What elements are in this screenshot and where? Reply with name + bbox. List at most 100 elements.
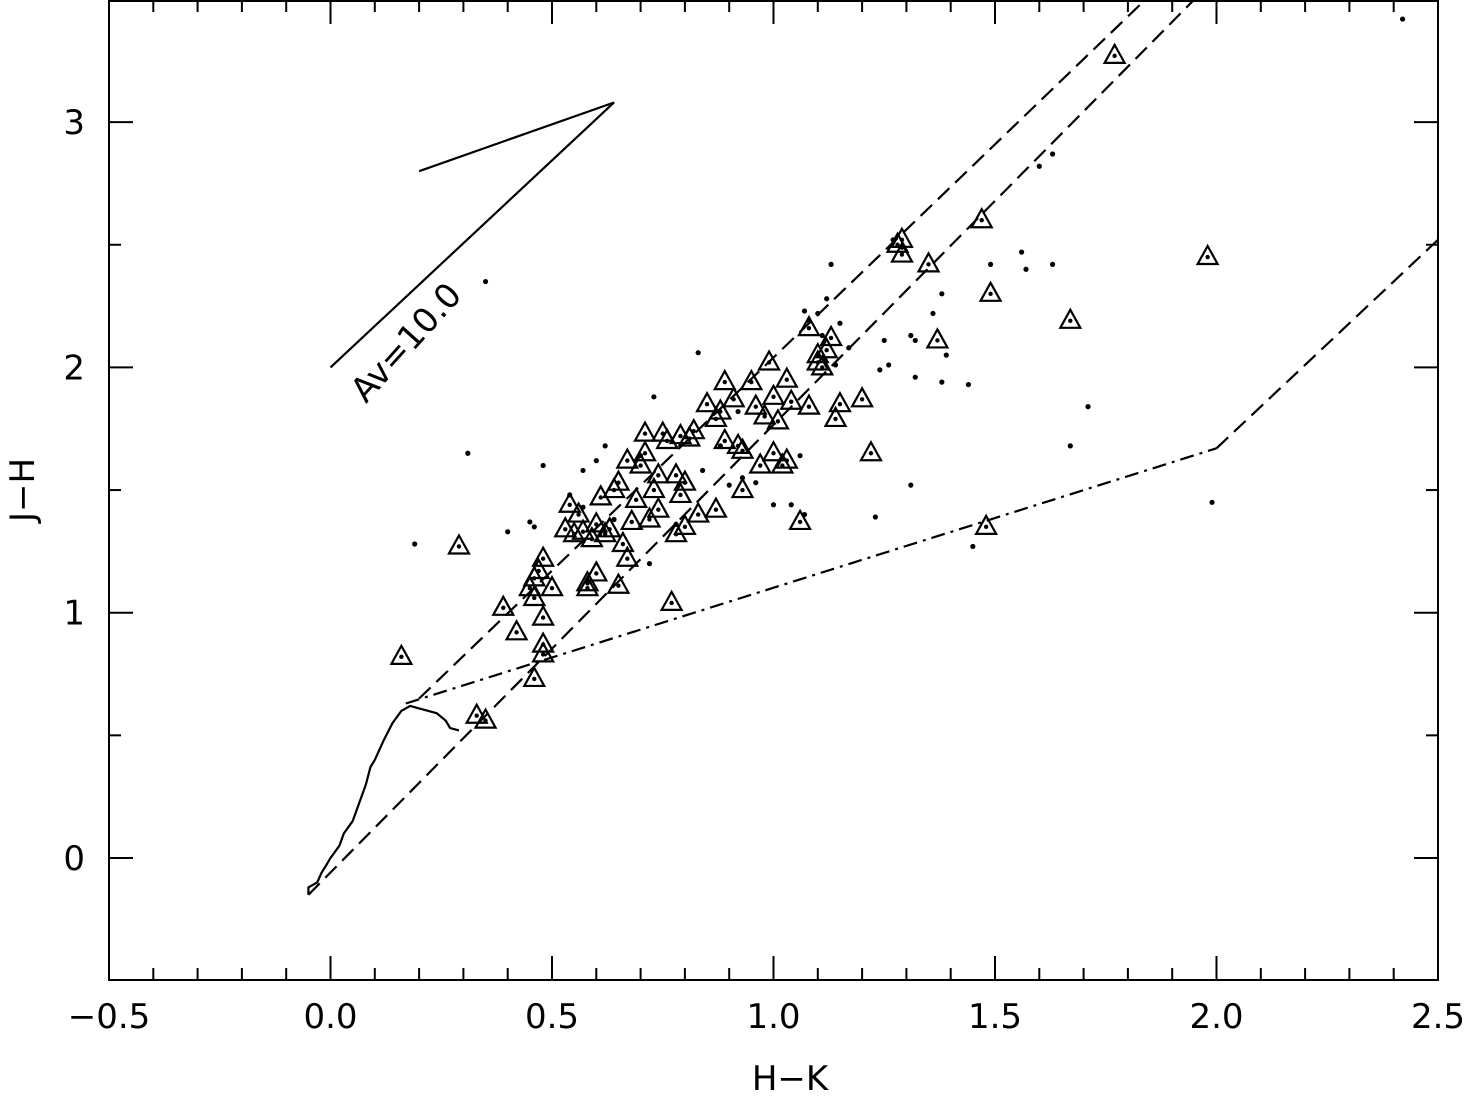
dot-marker: [602, 443, 608, 449]
triangle-center-dot: [784, 377, 789, 382]
triangle-center-dot: [651, 487, 657, 493]
triangle-marker: [531, 641, 556, 663]
triangle-center-dot: [691, 428, 696, 434]
dot-marker: [412, 541, 418, 547]
triangle-center-dot: [563, 527, 568, 532]
triangle-center-dot: [1068, 318, 1073, 323]
triangle-marker: [761, 439, 786, 462]
x-tick-label: 2.0: [1189, 997, 1243, 1037]
triangle-marker: [664, 520, 688, 543]
triangle-center-dot: [598, 495, 603, 500]
triangle-center-dot: [633, 497, 639, 503]
triangle-center-dot: [620, 541, 626, 547]
triangle-marker: [504, 619, 529, 641]
triangle-marker: [748, 452, 773, 474]
triangle-center-dot: [753, 404, 758, 409]
triangle-center-dot: [731, 397, 736, 402]
x-tick-label: 0.5: [525, 997, 579, 1037]
triangle-marker: [721, 386, 746, 408]
triangle-marker: [859, 439, 883, 462]
triangle-marker: [659, 589, 684, 611]
dot-marker: [753, 480, 759, 486]
triangle-center-dot: [837, 401, 843, 407]
dot-marker: [700, 467, 706, 474]
triangle-center-dot: [983, 524, 989, 530]
triangle-marker: [531, 631, 556, 653]
triangle-center-dot: [585, 581, 590, 586]
triangle-marker: [664, 462, 688, 484]
x-axis-label: H−K: [752, 1059, 830, 1098]
dot-marker: [505, 529, 511, 535]
triangle-marker: [819, 324, 843, 347]
triangle-center-dot: [456, 544, 462, 549]
triangle-center-dot: [1112, 53, 1117, 59]
triangle-marker: [828, 390, 852, 413]
triangle-center-dot: [540, 652, 546, 657]
dot-marker: [1049, 261, 1056, 267]
triangle-marker: [1058, 307, 1083, 329]
triangle-center-dot: [576, 512, 581, 517]
triangle-marker: [974, 513, 999, 535]
dot-marker: [638, 453, 644, 459]
triangle-center-dot: [514, 630, 519, 635]
dot-marker: [611, 516, 617, 523]
triangle-marker: [681, 417, 706, 440]
triangle-marker: [766, 408, 790, 430]
dot-marker: [872, 514, 878, 520]
triangle-center-dot: [771, 451, 776, 456]
triangle-center-dot: [722, 379, 727, 385]
dot-marker: [735, 408, 741, 415]
triangle-center-dot: [695, 512, 701, 517]
triangle-marker: [646, 462, 671, 484]
triangle-marker: [686, 501, 711, 523]
triangle-marker: [668, 481, 693, 504]
dot-marker: [540, 462, 546, 469]
dot-marker: [695, 350, 701, 356]
dot-marker: [908, 332, 914, 339]
triangle-marker: [797, 314, 821, 337]
dot-marker: [824, 296, 830, 302]
x-tick-label: 1.0: [746, 997, 800, 1037]
y-tick-label: 3: [63, 103, 85, 143]
triangle-center-dot: [536, 568, 541, 574]
dot-marker: [770, 502, 777, 508]
dot-marker: [651, 394, 657, 400]
triangle-marker: [619, 508, 644, 531]
triangle-marker: [642, 476, 666, 499]
reference-line-0: [418, 0, 1147, 700]
dot-marker: [788, 502, 794, 508]
triangle-marker: [779, 388, 804, 410]
triangle-center-dot: [926, 262, 931, 267]
triangle-marker: [925, 327, 950, 349]
triangle-marker: [628, 452, 653, 474]
dot-marker: [881, 337, 887, 344]
triangle-marker: [522, 665, 547, 688]
triangle-center-dot: [589, 536, 595, 542]
dot-marker: [832, 362, 839, 368]
triangle-center-dot: [988, 291, 993, 297]
dot-marker: [939, 291, 945, 297]
triangle-marker: [464, 702, 489, 724]
triangle-center-dot: [1205, 254, 1210, 260]
triangle-center-dot: [638, 463, 643, 468]
dot-marker: [806, 318, 812, 324]
triangle-center-dot: [616, 480, 621, 485]
triangle-center-dot: [784, 458, 789, 463]
triangle-center-dot: [607, 527, 612, 532]
triangle-center-dot: [527, 585, 533, 591]
triangle-center-dot: [828, 335, 834, 341]
triangle-marker: [584, 511, 609, 533]
triangle-marker: [447, 533, 471, 555]
dot-marker: [1036, 163, 1042, 169]
dot-marker: [987, 261, 994, 267]
triangle-marker: [712, 427, 737, 450]
triangle-marker: [611, 530, 635, 553]
triangle-marker: [774, 447, 799, 469]
triangle-marker: [726, 432, 750, 454]
dot-marker: [482, 278, 489, 285]
dot-marker: [815, 310, 821, 317]
dot-marker: [877, 367, 883, 373]
triangle-marker: [584, 560, 609, 582]
triangle-center-dot: [656, 507, 661, 512]
triangle-marker: [522, 584, 547, 607]
